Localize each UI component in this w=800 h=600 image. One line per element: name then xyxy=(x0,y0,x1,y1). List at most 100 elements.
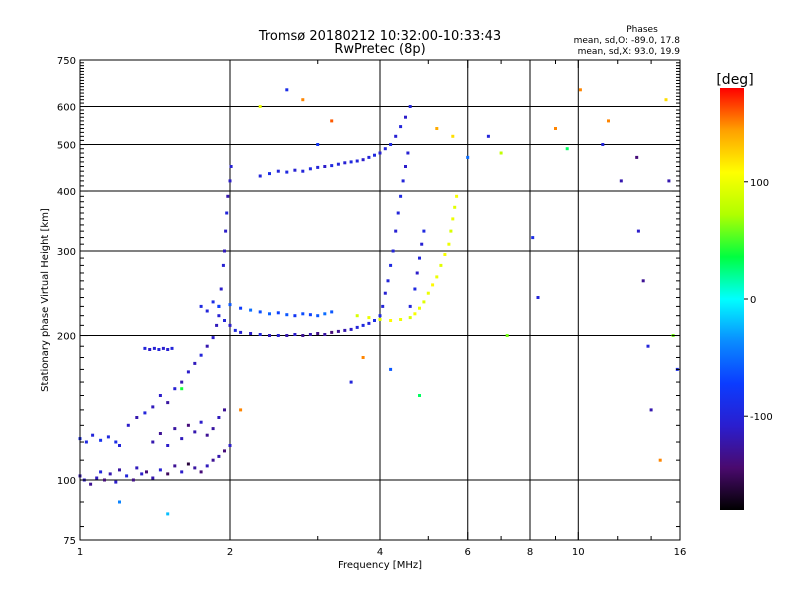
data-point xyxy=(258,310,262,314)
data-point xyxy=(199,420,203,424)
data-point xyxy=(285,334,289,337)
data-point xyxy=(228,323,232,327)
data-point xyxy=(89,482,93,486)
data-point xyxy=(199,353,203,357)
data-point xyxy=(166,348,170,351)
plot-area: 1 2 4 6 8 10 16 75 100 200 300 400 500 600 750 xyxy=(57,56,686,558)
y-tick-label: 500 xyxy=(57,141,76,152)
data-point xyxy=(293,333,297,336)
data-point xyxy=(343,161,347,165)
data-point xyxy=(258,174,262,178)
data-point xyxy=(166,512,170,516)
data-point xyxy=(378,314,382,318)
data-point xyxy=(223,249,226,253)
data-point xyxy=(391,249,395,253)
data-point xyxy=(404,165,407,168)
data-point xyxy=(221,263,225,267)
data-point xyxy=(439,263,443,267)
data-point xyxy=(193,466,197,470)
data-point xyxy=(293,168,297,172)
data-point xyxy=(91,433,95,437)
data-point xyxy=(217,454,221,458)
data-point xyxy=(199,304,203,308)
data-point xyxy=(361,158,365,162)
data-point xyxy=(233,328,237,332)
x-tick-label: 2 xyxy=(227,547,233,558)
data-point xyxy=(103,478,106,482)
data-point xyxy=(349,380,353,384)
data-point xyxy=(308,313,312,317)
y-axis-label: Stationary phase Virtual Height [km] xyxy=(40,208,51,392)
y-tick-label: 750 xyxy=(57,56,76,67)
data-point xyxy=(193,361,197,365)
data-point xyxy=(453,205,457,209)
data-point xyxy=(258,105,262,108)
data-point xyxy=(323,312,327,316)
data-point xyxy=(451,217,455,221)
data-point xyxy=(131,478,135,482)
data-point xyxy=(330,164,334,168)
data-point xyxy=(422,229,426,233)
data-point xyxy=(166,472,170,476)
data-point xyxy=(285,313,289,317)
data-point xyxy=(225,211,229,215)
data-point xyxy=(361,356,365,359)
data-point xyxy=(239,408,243,412)
data-point xyxy=(268,312,271,316)
data-point xyxy=(180,470,184,474)
data-point xyxy=(199,470,203,474)
data-points xyxy=(78,88,679,516)
colorbar-tick-label: 0 xyxy=(750,295,756,306)
data-point xyxy=(399,125,403,129)
x-axis-ticks: 1 2 4 6 8 10 16 xyxy=(77,60,687,558)
data-point xyxy=(330,310,334,314)
data-point xyxy=(173,464,177,468)
x-tick-label: 16 xyxy=(674,547,687,558)
x-tick-label: 8 xyxy=(527,547,533,558)
y-tick-label: 75 xyxy=(63,536,76,547)
data-point xyxy=(226,194,230,198)
data-point xyxy=(145,470,148,474)
colorbar: [deg] 100 0 -100 xyxy=(716,72,773,510)
data-point xyxy=(426,291,430,295)
colorbar-tick-label: -100 xyxy=(750,412,773,423)
data-point xyxy=(399,318,403,321)
data-point xyxy=(211,300,215,304)
data-point xyxy=(180,437,184,441)
data-point xyxy=(367,316,371,320)
data-point xyxy=(355,314,359,318)
data-point xyxy=(170,346,174,350)
data-point xyxy=(84,440,88,444)
chart-title: Tromsø 20180212 10:32:00-10:33:43 xyxy=(258,29,501,44)
data-point xyxy=(401,179,405,183)
data-point xyxy=(217,314,221,318)
data-point xyxy=(415,271,419,275)
data-point xyxy=(667,179,671,183)
data-point xyxy=(239,306,243,310)
data-point xyxy=(361,323,365,327)
data-point xyxy=(378,318,382,321)
data-point xyxy=(308,167,312,171)
data-point xyxy=(99,470,103,474)
data-point xyxy=(486,134,490,138)
data-point xyxy=(607,119,610,123)
data-point xyxy=(447,242,451,246)
data-point xyxy=(205,309,209,313)
data-point xyxy=(316,314,320,318)
data-point xyxy=(219,287,223,291)
data-point xyxy=(422,300,426,304)
data-point xyxy=(413,287,417,291)
data-point xyxy=(158,468,162,472)
data-point xyxy=(158,394,162,397)
data-point xyxy=(389,263,393,267)
chart-subtitle: RwPretec (8p) xyxy=(334,42,425,57)
data-point xyxy=(565,147,569,151)
data-point xyxy=(118,444,121,447)
data-point xyxy=(505,334,509,337)
colorbar-gradient xyxy=(720,88,744,510)
phases-heading: Phases xyxy=(626,25,658,35)
data-point xyxy=(215,323,219,327)
data-point xyxy=(389,143,393,146)
data-point xyxy=(293,314,297,318)
data-point xyxy=(386,279,390,283)
